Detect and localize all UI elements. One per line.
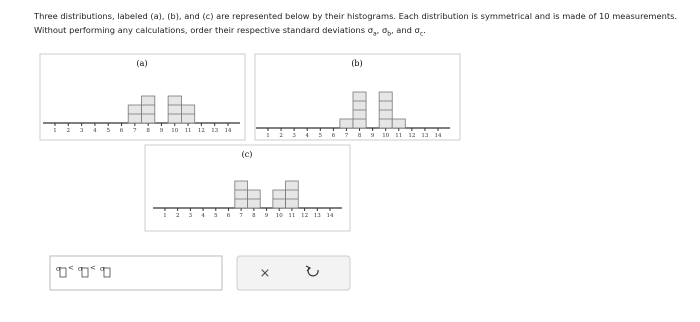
button-panel	[236, 255, 351, 291]
tick-label: 2	[279, 133, 283, 139]
tick-label: 6	[227, 213, 231, 219]
sigma: σ	[56, 265, 61, 273]
tick-label: 5	[106, 128, 110, 134]
histogram-label: (a)	[136, 59, 147, 68]
tick-label: 3	[80, 128, 84, 134]
tick-label: 12	[301, 213, 308, 219]
histogram-bar	[391, 118, 406, 129]
tick-label: 4	[93, 128, 97, 134]
tick-label: 13	[421, 133, 428, 139]
histogram-label: (c)	[242, 150, 253, 159]
histogram-bar	[339, 118, 354, 129]
tick-label: 11	[288, 213, 295, 219]
answer-slot[interactable]	[59, 267, 67, 278]
tick-label: 9	[160, 128, 164, 134]
tick-label: 4	[201, 213, 205, 219]
tick-label: 12	[198, 128, 205, 134]
tick-label: 8	[146, 128, 150, 134]
clear-button[interactable]: ×	[260, 266, 271, 281]
answer-box[interactable]	[49, 255, 223, 291]
subscript: b	[387, 30, 392, 38]
question-text: Without performing any calculations, ord…	[34, 25, 368, 35]
undo-button[interactable]	[305, 265, 319, 277]
tick-label: 14	[327, 213, 334, 219]
question-text: σ	[381, 25, 388, 35]
tick-label: 8	[358, 133, 362, 139]
tick-label: 5	[319, 133, 323, 139]
sigma: σ	[78, 265, 83, 273]
tick-label: 5	[214, 213, 218, 219]
tick-label: 7	[239, 213, 243, 219]
tick-label: 2	[67, 128, 71, 134]
tick-label: 6	[120, 128, 124, 134]
subscript: a	[372, 30, 377, 38]
tick-label: 7	[133, 128, 137, 134]
histogram-bar	[141, 95, 156, 124]
question-text: .	[423, 25, 426, 35]
tick-label: 14	[225, 128, 232, 134]
question-text: , and	[391, 25, 415, 35]
tick-label: 2	[176, 213, 180, 219]
tick-label: 6	[332, 133, 336, 139]
tick-label: 8	[252, 213, 256, 219]
separator: <	[68, 264, 74, 272]
tick-label: 12	[408, 133, 415, 139]
tick-label: 13	[314, 213, 321, 219]
question-line: Without performing any calculations, ord…	[34, 23, 677, 42]
undo-icon	[305, 265, 312, 272]
question-text: σ	[414, 25, 420, 35]
tick-label: 11	[395, 133, 402, 139]
tick-label: 13	[211, 128, 218, 134]
tick-label: 1	[53, 128, 57, 134]
sigma: σ	[100, 265, 105, 273]
tick-label: 10	[276, 213, 283, 219]
tick-label: 10	[171, 128, 178, 134]
tick-label: 10	[382, 133, 389, 139]
histogram-bar	[167, 95, 182, 124]
tick-label: 9	[265, 213, 269, 219]
subscript: c	[419, 30, 424, 38]
tick-label: 4	[305, 133, 309, 139]
tick-label: 11	[185, 128, 192, 134]
tick-label: 1	[266, 133, 270, 139]
tick-label: 7	[345, 133, 349, 139]
histogram-label: (b)	[351, 59, 362, 68]
question: Three distributions, labeled (a), (b), a…	[34, 9, 677, 42]
histogram-bar	[234, 180, 248, 209]
tick-label: 9	[371, 133, 375, 139]
histogram-bar	[285, 180, 299, 209]
answer-slot[interactable]	[103, 267, 111, 278]
tick-label: 3	[292, 133, 296, 139]
tick-label: 14	[435, 133, 442, 139]
tick-label: 1	[163, 213, 167, 219]
separator: <	[90, 264, 96, 272]
question-text: σ	[367, 25, 373, 35]
answer-slot[interactable]	[81, 267, 89, 278]
tick-label: 3	[189, 213, 193, 219]
question-text: ,	[376, 25, 382, 35]
question-line: Three distributions, labeled (a), (b), a…	[34, 11, 678, 21]
